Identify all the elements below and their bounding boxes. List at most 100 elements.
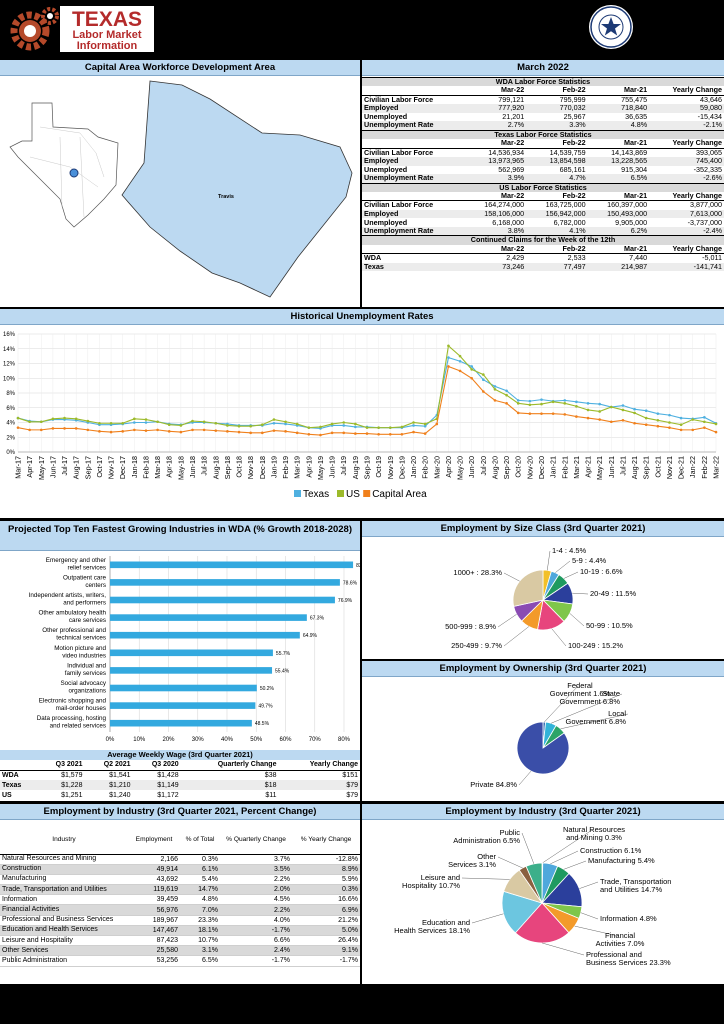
industry-row: Trade, Transportation and Utilities 119,6…: [0, 884, 360, 896]
wage-cell: $79: [346, 791, 358, 799]
stats-cell: -141,741: [649, 262, 724, 272]
stats-column-header-blank: [362, 139, 465, 149]
labor-stats-panel: March 2022 WDA Labor Force Statistics Mar…: [362, 60, 724, 307]
pie-slice-label: 20-49 : 11.5%: [590, 589, 636, 598]
data-point: [28, 420, 31, 424]
industry-row: Education and Health Services 147,467 18.1…: [0, 925, 360, 937]
data-point: [28, 428, 31, 432]
data-point: [668, 426, 671, 429]
industry-cell: 4.5%: [220, 894, 292, 906]
data-point: [295, 422, 299, 426]
x-tick-label: Apr-19: [304, 456, 313, 478]
data-point: [342, 424, 346, 427]
data-point: [458, 359, 462, 363]
stats-column-header-row: Mar-22 Feb-22 Mar-21 Yearly Change: [362, 244, 724, 255]
data-point: [679, 423, 683, 427]
industry-row-label: Financial Activities: [0, 904, 128, 916]
category-label: centers: [85, 582, 106, 589]
stats-row-label: Unemployed: [364, 164, 408, 174]
x-tick-label: Oct-20: [514, 456, 523, 478]
data-point: [633, 407, 636, 411]
industry-cell: 189,967: [128, 915, 180, 926]
projected-title: Projected Top Ten Fastest Growing Indust…: [0, 521, 360, 551]
x-tick-label: Mar-19: [293, 456, 302, 479]
bar-value-label: 48.5%: [255, 721, 270, 727]
bar-value-label: 83.: [356, 563, 360, 569]
wage-column-header: Yearly Change: [278, 760, 360, 771]
stats-cell: -2.4%: [649, 226, 724, 236]
data-point: [74, 427, 78, 430]
data-point: [412, 421, 415, 424]
stats-cell: 160,397,000: [607, 200, 648, 210]
wage-cell: $1,210: [84, 780, 133, 790]
x-tick-label: Sep-21: [642, 456, 651, 479]
x-tick-label: 10%: [133, 737, 146, 743]
stats-row-label: WDA: [364, 253, 382, 263]
projected-panel: Projected Top Ten Fastest Growing Indust…: [0, 521, 360, 801]
data-point: [191, 428, 194, 432]
stats-column-header: Mar-22: [464, 139, 527, 149]
pie-slice-label: Government 1.6%: [550, 689, 611, 698]
pie-slice-label: State: [602, 689, 620, 698]
x-tick-label: Jan-20: [409, 456, 418, 478]
stats-cell: 73,246: [464, 262, 527, 272]
x-tick-label: 30%: [192, 737, 205, 743]
wage-cell: $38: [264, 771, 277, 779]
industry-column-header: Industry: [0, 826, 128, 855]
stats-column-header-blank: [362, 244, 465, 255]
data-point: [644, 409, 648, 412]
wage-column-header: [0, 760, 37, 771]
pie-leader-line: [497, 856, 523, 869]
stats-row-label: Texas: [362, 262, 465, 272]
data-point: [656, 418, 660, 422]
data-point: [621, 404, 625, 407]
wage-cell: $1,251: [61, 791, 83, 799]
stats-cell: 14,536,934: [488, 147, 525, 157]
x-tick-label: Feb-21: [560, 456, 569, 479]
pie-slice-label: Private 84.8%: [470, 780, 517, 789]
pie-leader-line: [580, 912, 599, 920]
x-tick-label: Nov-17: [107, 456, 116, 479]
data-point: [63, 427, 66, 430]
stats-cell: 9,905,000: [615, 217, 648, 227]
stats-column-header: Mar-21: [587, 86, 650, 96]
stats-column-header: Mar-21: [587, 139, 650, 149]
data-point: [342, 431, 346, 435]
wage-row-label: Texas: [0, 780, 37, 790]
stats-column-header: Feb-22: [526, 86, 588, 96]
x-tick-label: Sep-20: [502, 456, 511, 479]
stats-cell: 2,429: [506, 253, 525, 263]
stats-cell: 59,080: [649, 104, 724, 113]
data-point: [86, 419, 90, 423]
x-tick-label: Jun-21: [607, 456, 616, 478]
industry-cell: 4.0%: [220, 915, 292, 926]
industry-cell: 5.4%: [180, 874, 220, 886]
data-point: [144, 418, 148, 421]
stats-cell: 718,840: [587, 104, 650, 113]
industry-cell: 2,166: [128, 854, 180, 865]
stats-column-header: Feb-22: [526, 244, 588, 255]
pie-slice-label: Federal: [567, 681, 593, 690]
x-tick-label: Apr-21: [584, 456, 593, 478]
stats-column-header-row: Mar-22 Feb-22 Mar-21 Yearly Change: [362, 191, 724, 202]
data-point: [354, 425, 357, 429]
data-point: [714, 430, 718, 434]
data-point: [272, 429, 276, 432]
industry-cell: 7.0%: [180, 904, 220, 916]
stats-section-header: Continued Claims for the Week of the 12t…: [362, 235, 724, 245]
data-point: [226, 430, 229, 433]
stats-cell: 770,032: [526, 104, 588, 113]
x-tick-label: Mar-17: [14, 456, 23, 479]
wage-table-title: Average Weekly Wage (3rd Quarter 2021): [0, 750, 360, 760]
data-point: [237, 430, 241, 434]
stats-section-title: Texas Labor Force Statistics: [362, 129, 724, 140]
x-tick-label: Aug-17: [72, 456, 81, 479]
map-panel-title: Capital Area Workforce Development Area: [0, 60, 360, 76]
legend-swatch: [363, 490, 371, 497]
pie-leader-line: [574, 925, 619, 937]
industry-pie-panel: Employment by Industry (3rd Quarter 2021…: [362, 804, 724, 984]
data-point: [528, 403, 532, 407]
industry-table-title: Employment by Industry (3rd Quarter 2021…: [0, 804, 360, 820]
stats-row-label: Unemployed: [364, 111, 408, 121]
data-point: [586, 416, 590, 420]
